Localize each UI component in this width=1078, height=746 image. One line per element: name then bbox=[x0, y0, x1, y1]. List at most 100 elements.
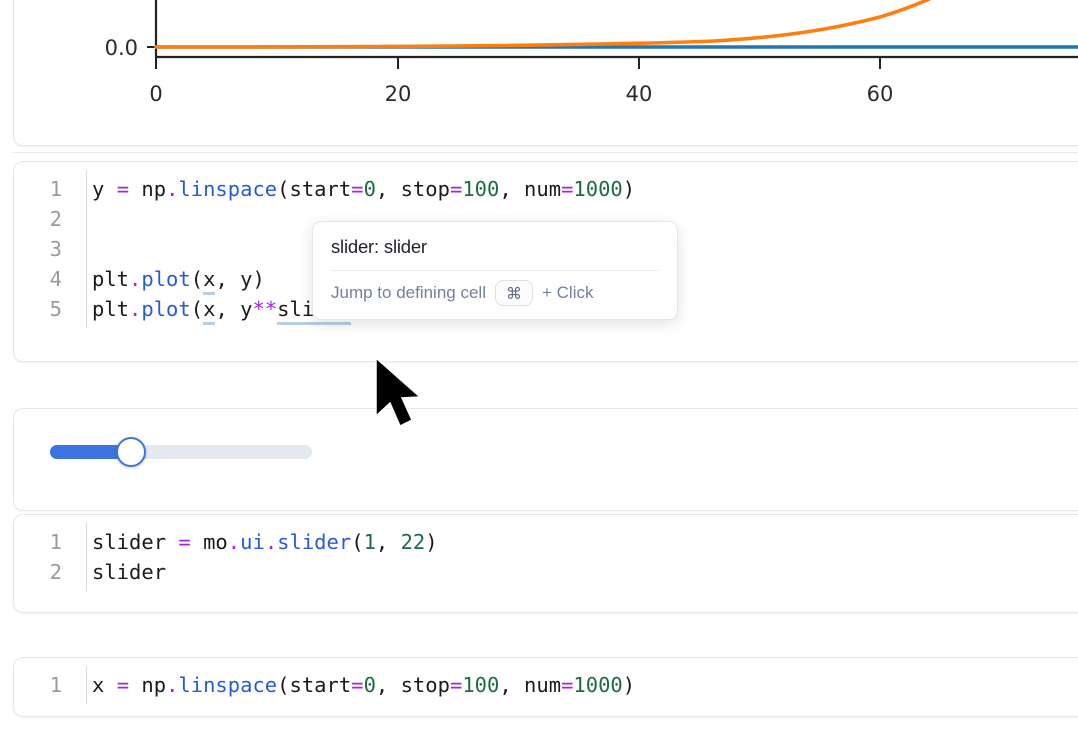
code-token: 100 bbox=[462, 177, 500, 201]
code-token: , num bbox=[499, 177, 562, 201]
code-token: , stop bbox=[375, 177, 450, 201]
code-text[interactable]: slider = mo.ui.slider(1, 22) bbox=[74, 527, 438, 557]
code-token: . bbox=[166, 673, 179, 697]
code-token: 1000 bbox=[573, 673, 623, 697]
code-token: , num bbox=[499, 673, 562, 697]
code-line[interactable]: 1 slider = mo.ui.slider(1, 22) bbox=[14, 527, 1078, 557]
code-token: slider bbox=[277, 530, 352, 554]
code-token: . bbox=[166, 177, 179, 201]
line-number: 2 bbox=[49, 560, 62, 584]
line-number: 1 bbox=[49, 673, 62, 697]
code-token: = bbox=[449, 177, 463, 201]
code-token: . bbox=[264, 530, 278, 554]
tooltip-footer: Jump to defining cell ⌘ + Click bbox=[331, 280, 659, 306]
code-token: ui bbox=[240, 530, 265, 554]
x-tick-label-0: 0 bbox=[149, 82, 162, 106]
slider-control[interactable] bbox=[50, 437, 312, 467]
slider-container bbox=[14, 409, 1078, 467]
tooltip-action-label: Jump to defining cell bbox=[331, 283, 486, 302]
code-token: x bbox=[92, 673, 117, 697]
code-token: = bbox=[561, 177, 574, 201]
code-text[interactable]: x = np.linspace(start=0, stop=100, num=1… bbox=[74, 670, 635, 700]
line-number: 5 bbox=[49, 297, 62, 321]
line-number: 2 bbox=[49, 207, 62, 231]
code-token: . bbox=[129, 297, 142, 321]
code-text[interactable]: slider bbox=[74, 557, 166, 587]
code-line[interactable]: 4 plt.plot(x, y) bbox=[14, 264, 1078, 295]
code-token: x bbox=[203, 267, 216, 295]
code-token: = bbox=[351, 673, 364, 697]
code-token: 100 bbox=[462, 673, 500, 697]
x-tick-label-20: 20 bbox=[385, 82, 412, 106]
code-token: 1 bbox=[363, 530, 376, 554]
code-token: = bbox=[116, 177, 130, 201]
code-text[interactable]: y = np.linspace(start=0, stop=100, num=1… bbox=[74, 174, 635, 204]
command-key-badge: ⌘ bbox=[494, 280, 533, 306]
code-token: . bbox=[129, 267, 142, 291]
code-token: , y) bbox=[215, 267, 265, 291]
code-token: np bbox=[129, 177, 167, 201]
chart-series-orange bbox=[154, 0, 932, 49]
slider-fill bbox=[50, 445, 132, 459]
code-token: plt bbox=[92, 297, 130, 321]
code-token: linspace bbox=[178, 177, 278, 201]
code-token: linspace bbox=[178, 673, 278, 697]
code-token: ** bbox=[252, 297, 278, 321]
code-text[interactable]: plt.plot(x, y) bbox=[74, 264, 265, 295]
code-token: x bbox=[203, 297, 216, 325]
gutter-separator bbox=[86, 523, 87, 591]
code-editor-slider-definition[interactable]: 1 slider = mo.ui.slider(1, 22) 2 slider bbox=[14, 515, 1078, 599]
code-token: ) bbox=[622, 177, 636, 201]
code-token: np bbox=[129, 673, 167, 697]
code-token: ( bbox=[351, 530, 364, 554]
code-token: , bbox=[375, 530, 401, 554]
line-number: 4 bbox=[49, 267, 62, 291]
code-token: ) bbox=[425, 530, 438, 554]
code-token: slider bbox=[92, 530, 179, 554]
code-token: 1000 bbox=[573, 177, 623, 201]
code-token: 0 bbox=[363, 673, 376, 697]
tooltip-title: slider: slider bbox=[331, 236, 427, 257]
code-token: 0 bbox=[363, 177, 376, 201]
code-token: mo bbox=[190, 530, 228, 554]
slider-output-cell bbox=[13, 408, 1078, 511]
code-token: = bbox=[449, 673, 463, 697]
x-tick-label-40: 40 bbox=[626, 82, 653, 106]
gutter-separator bbox=[86, 170, 87, 328]
code-token: plot bbox=[141, 297, 191, 321]
tooltip-key-suffix: + Click bbox=[541, 283, 594, 302]
code-line[interactable]: 2 bbox=[14, 204, 1078, 234]
gutter-separator bbox=[86, 666, 87, 704]
chart-svg: 0.0 0 20 40 60 bbox=[105, 0, 1078, 106]
code-line[interactable]: 3 bbox=[14, 234, 1078, 264]
tooltip-divider bbox=[331, 270, 659, 271]
code-token: plt bbox=[92, 267, 130, 291]
code-token: = bbox=[116, 673, 130, 697]
code-token: ) bbox=[622, 673, 636, 697]
y-tick-label-0: 0.0 bbox=[105, 36, 138, 60]
code-line[interactable]: 2 slider bbox=[14, 557, 1078, 587]
line-number: 1 bbox=[49, 530, 62, 554]
code-token: (start bbox=[277, 673, 352, 697]
matplotlib-figure: 0.0 0 20 40 60 bbox=[14, 0, 1078, 145]
chart-output-cell: 0.0 0 20 40 60 bbox=[13, 0, 1078, 146]
x-tick-label-60: 60 bbox=[867, 82, 894, 106]
code-token: = bbox=[351, 177, 364, 201]
code-token: slider bbox=[92, 560, 167, 584]
code-token: ( bbox=[190, 267, 204, 291]
code-cell-slider-definition[interactable]: 1 slider = mo.ui.slider(1, 22) 2 slider bbox=[13, 514, 1078, 613]
code-token: , y bbox=[215, 297, 253, 321]
slider-thumb[interactable] bbox=[116, 437, 147, 467]
line-number: 1 bbox=[49, 177, 62, 201]
code-token: y bbox=[92, 177, 117, 201]
code-token: plot bbox=[141, 267, 191, 291]
cell-divider-chart bbox=[13, 152, 1078, 153]
